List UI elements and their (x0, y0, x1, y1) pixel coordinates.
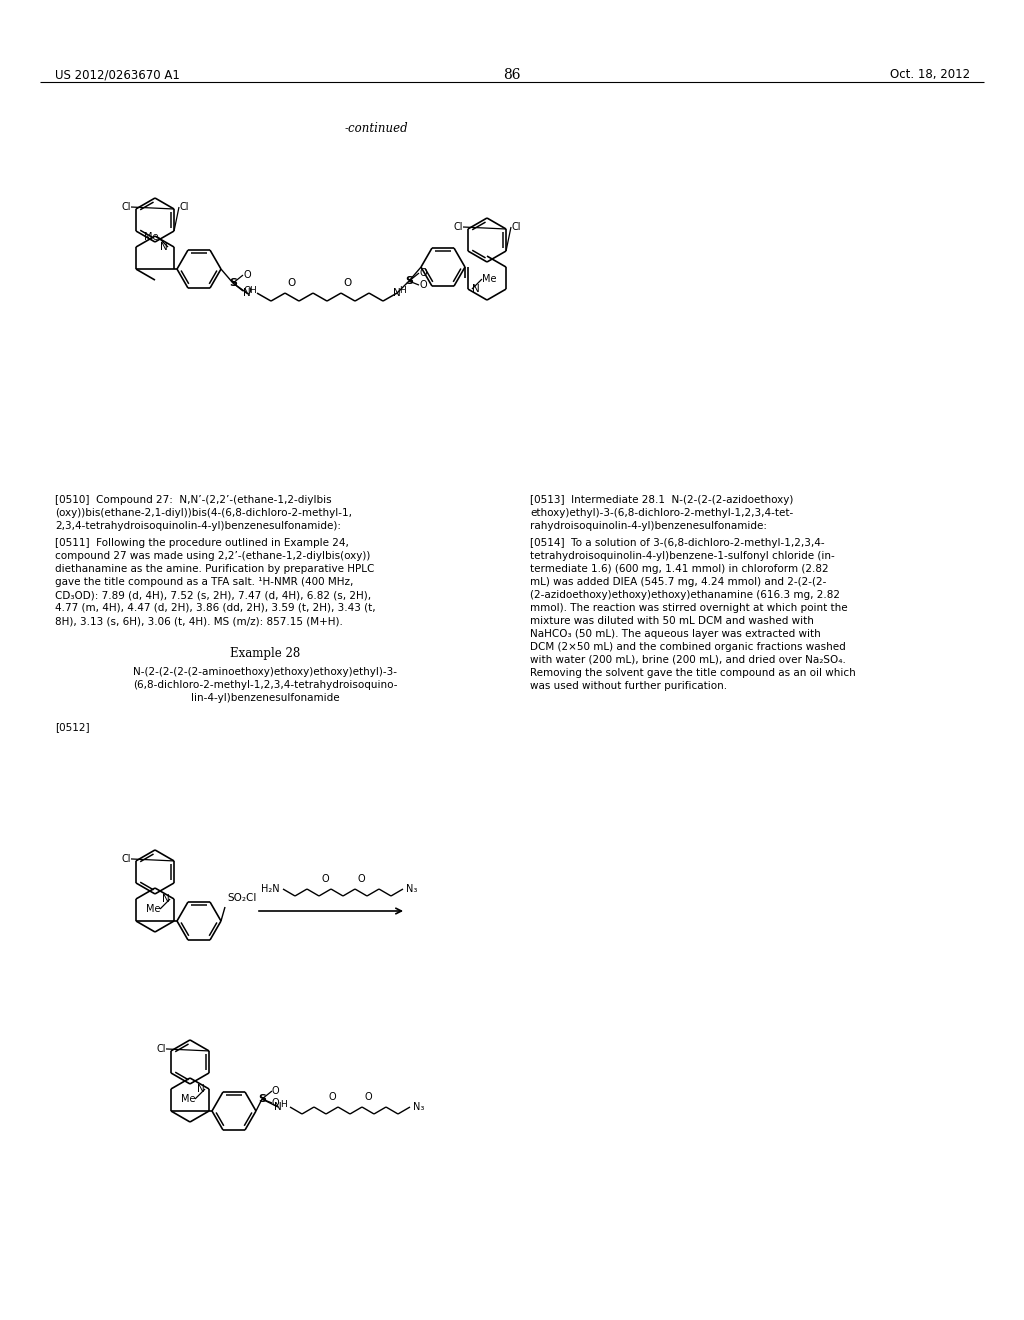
Text: H: H (249, 286, 256, 296)
Text: ethoxy)ethyl)-3-(6,8-dichloro-2-methyl-1,2,3,4-tet-: ethoxy)ethyl)-3-(6,8-dichloro-2-methyl-1… (530, 508, 794, 517)
Text: NaHCO₃ (50 mL). The aqueous layer was extracted with: NaHCO₃ (50 mL). The aqueous layer was ex… (530, 630, 821, 639)
Text: O: O (328, 1092, 336, 1102)
Text: Me: Me (143, 232, 158, 242)
Text: 86: 86 (503, 69, 521, 82)
Text: CD₃OD): 7.89 (d, 4H), 7.52 (s, 2H), 7.47 (d, 4H), 6.82 (s, 2H),: CD₃OD): 7.89 (d, 4H), 7.52 (s, 2H), 7.47… (55, 590, 371, 601)
Text: -continued: -continued (345, 121, 409, 135)
Text: Cl: Cl (511, 222, 520, 232)
Text: [0514]  To a solution of 3-(6,8-dichloro-2-methyl-1,2,3,4-: [0514] To a solution of 3-(6,8-dichloro-… (530, 539, 824, 548)
Text: gave the title compound as a TFA salt. ¹H-NMR (400 MHz,: gave the title compound as a TFA salt. ¹… (55, 577, 353, 587)
Text: O: O (365, 1092, 372, 1102)
Text: O: O (272, 1098, 280, 1107)
Text: O: O (272, 1086, 280, 1096)
Text: (2-azidoethoxy)ethoxy)ethoxy)ethanamine (616.3 mg, 2.82: (2-azidoethoxy)ethoxy)ethoxy)ethanamine … (530, 590, 840, 601)
Text: termediate 1.6) (600 mg, 1.41 mmol) in chloroform (2.82: termediate 1.6) (600 mg, 1.41 mmol) in c… (530, 564, 828, 574)
Text: mixture was diluted with 50 mL DCM and washed with: mixture was diluted with 50 mL DCM and w… (530, 616, 814, 626)
Text: US 2012/0263670 A1: US 2012/0263670 A1 (55, 69, 180, 81)
Text: N-(2-(2-(2-(2-aminoethoxy)ethoxy)ethoxy)ethyl)-3-: N-(2-(2-(2-(2-aminoethoxy)ethoxy)ethoxy)… (133, 667, 397, 677)
Text: N: N (161, 242, 168, 252)
Text: Me: Me (482, 275, 497, 284)
Text: S: S (406, 276, 413, 286)
Text: 4.77 (m, 4H), 4.47 (d, 2H), 3.86 (dd, 2H), 3.59 (t, 2H), 3.43 (t,: 4.77 (m, 4H), 4.47 (d, 2H), 3.86 (dd, 2H… (55, 603, 376, 612)
Text: Oct. 18, 2012: Oct. 18, 2012 (890, 69, 970, 81)
Text: O: O (344, 279, 352, 288)
Text: rahydroisoquinolin-4-yl)benzenesulfonamide:: rahydroisoquinolin-4-yl)benzenesulfonami… (530, 521, 767, 531)
Text: was used without further purification.: was used without further purification. (530, 681, 727, 690)
Text: 8H), 3.13 (s, 6H), 3.06 (t, 4H). MS (m/z): 857.15 (M+H).: 8H), 3.13 (s, 6H), 3.06 (t, 4H). MS (m/z… (55, 616, 343, 626)
Text: O: O (322, 874, 329, 884)
Text: with water (200 mL), brine (200 mL), and dried over Na₂SO₄.: with water (200 mL), brine (200 mL), and… (530, 655, 846, 665)
Text: N: N (393, 288, 400, 298)
Text: S: S (229, 279, 237, 288)
Text: (oxy))bis(ethane-2,1-diyl))bis(4-(6,8-dichloro-2-methyl-1,: (oxy))bis(ethane-2,1-diyl))bis(4-(6,8-di… (55, 508, 352, 517)
Text: S: S (258, 1094, 266, 1104)
Text: O: O (288, 279, 296, 288)
Text: Removing the solvent gave the title compound as an oil which: Removing the solvent gave the title comp… (530, 668, 856, 678)
Text: O: O (243, 286, 251, 296)
Text: O: O (243, 271, 251, 280)
Text: O: O (357, 874, 365, 884)
Text: [0513]  Intermediate 28.1  N-(2-(2-(2-azidoethoxy): [0513] Intermediate 28.1 N-(2-(2-(2-azid… (530, 495, 794, 506)
Text: lin-4-yl)benzenesulfonamide: lin-4-yl)benzenesulfonamide (190, 693, 339, 704)
Text: N: N (472, 284, 479, 294)
Text: Example 28: Example 28 (229, 647, 300, 660)
Text: mmol). The reaction was stirred overnight at which point the: mmol). The reaction was stirred overnigh… (530, 603, 848, 612)
Text: N: N (274, 1102, 282, 1111)
Text: Cl: Cl (122, 854, 131, 865)
Text: O: O (419, 280, 427, 290)
Text: Cl: Cl (454, 222, 463, 232)
Text: [0511]  Following the procedure outlined in Example 24,: [0511] Following the procedure outlined … (55, 539, 349, 548)
Text: N₃: N₃ (406, 884, 418, 894)
Text: N: N (162, 894, 170, 904)
Text: diethanamine as the amine. Purification by preparative HPLC: diethanamine as the amine. Purification … (55, 564, 375, 574)
Text: mL) was added DIEA (545.7 mg, 4.24 mmol) and 2-(2-(2-: mL) was added DIEA (545.7 mg, 4.24 mmol)… (530, 577, 826, 587)
Text: SO₂Cl: SO₂Cl (227, 894, 256, 903)
Text: N₃: N₃ (413, 1102, 424, 1111)
Text: Me: Me (180, 1094, 195, 1104)
Text: (6,8-dichloro-2-methyl-1,2,3,4-tetrahydroisoquino-: (6,8-dichloro-2-methyl-1,2,3,4-tetrahydr… (133, 680, 397, 690)
Text: compound 27 was made using 2,2’-(ethane-1,2-diylbis(oxy)): compound 27 was made using 2,2’-(ethane-… (55, 550, 371, 561)
Text: Cl: Cl (179, 202, 188, 213)
Text: Cl: Cl (122, 202, 131, 213)
Text: N: N (243, 288, 251, 298)
Text: H₂N: H₂N (261, 884, 280, 894)
Text: tetrahydroisoquinolin-4-yl)benzene-1-sulfonyl chloride (in-: tetrahydroisoquinolin-4-yl)benzene-1-sul… (530, 550, 835, 561)
Text: Cl: Cl (157, 1044, 166, 1053)
Text: [0512]: [0512] (55, 722, 90, 733)
Text: Me: Me (145, 904, 160, 913)
Text: N: N (198, 1084, 205, 1094)
Text: O: O (419, 268, 427, 279)
Text: 2,3,4-tetrahydroisoquinolin-4-yl)benzenesulfonamide):: 2,3,4-tetrahydroisoquinolin-4-yl)benzene… (55, 521, 341, 531)
Text: H: H (280, 1100, 287, 1109)
Text: DCM (2×50 mL) and the combined organic fractions washed: DCM (2×50 mL) and the combined organic f… (530, 642, 846, 652)
Text: H: H (399, 286, 406, 296)
Text: [0510]  Compound 27:  N,N’-(2,2’-(ethane-1,2-diylbis: [0510] Compound 27: N,N’-(2,2’-(ethane-1… (55, 495, 332, 506)
